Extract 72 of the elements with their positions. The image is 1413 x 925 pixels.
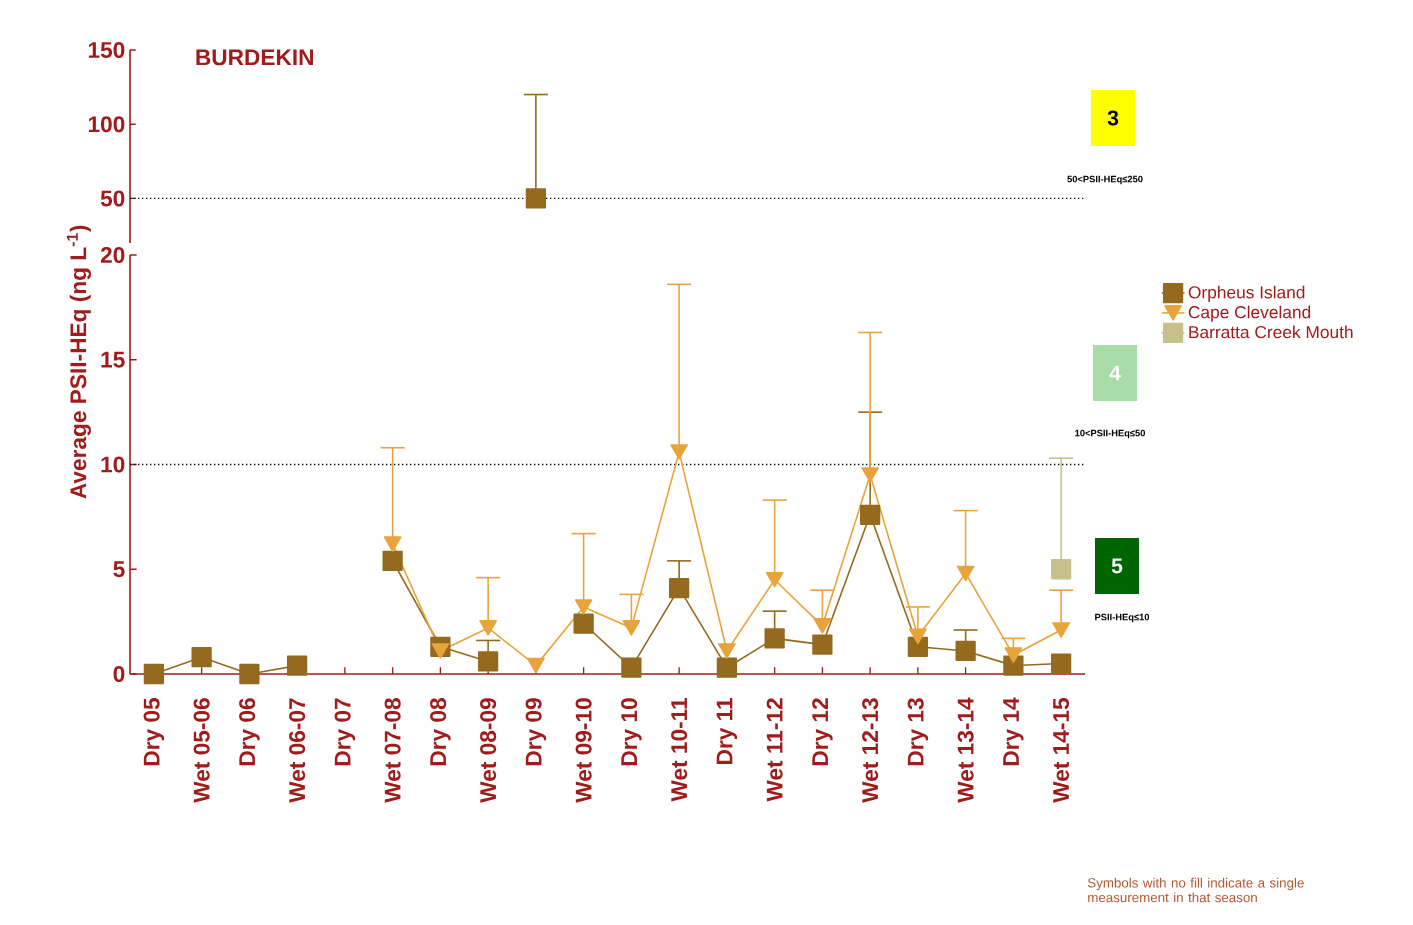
- x-tick-label: Wet 08-09: [480, 698, 497, 803]
- x-tick-label: Wet 06-07: [289, 698, 306, 803]
- point: [143, 663, 165, 685]
- point: [622, 620, 641, 636]
- point: [956, 565, 975, 582]
- text: 3: [1107, 110, 1119, 126]
- point: [718, 643, 736, 659]
- legend-label: Barratta Creek Mouth: [1189, 325, 1353, 339]
- chart-title: BURDEKIN: [196, 49, 313, 66]
- x-tick-label: Wet 09-10: [575, 698, 592, 803]
- point: [574, 599, 593, 615]
- x-tick-label: Wet 14-15: [1053, 698, 1070, 803]
- x-tick-label: Dry 11: [716, 698, 738, 764]
- point: [716, 657, 738, 678]
- point: [478, 651, 499, 672]
- point: [670, 444, 689, 460]
- point: [527, 657, 545, 674]
- x-tick-label: Wet 13-14: [957, 697, 974, 803]
- y-tick-label: 5: [113, 561, 125, 578]
- point: [239, 663, 260, 685]
- y-tick-label: 100: [88, 116, 125, 133]
- point: [383, 536, 402, 552]
- x-tick-label: Wet 12-13: [862, 698, 879, 803]
- y-tick-label: 20: [100, 246, 125, 264]
- point: [812, 634, 833, 655]
- x-tick-label: Wet 11-12: [766, 698, 783, 802]
- point: [621, 657, 642, 678]
- y-tick-label: 0: [113, 665, 125, 683]
- point: [765, 571, 784, 588]
- legend-label: Orpheus Island: [1188, 285, 1305, 302]
- annotation: 50<PSII-HEq≤250: [1067, 175, 1143, 185]
- y-axis-title: Average PSII-HEq (ng L$^{-1}$): [66, 225, 91, 499]
- point: [860, 504, 881, 525]
- point: [1051, 559, 1072, 580]
- y-tick-label: 50: [100, 190, 125, 207]
- text: 4: [1109, 365, 1121, 381]
- point: [813, 618, 832, 634]
- point: [1003, 655, 1024, 676]
- x-tick-label: Dry 05: [143, 698, 165, 766]
- point: [573, 613, 594, 634]
- point: [861, 467, 880, 483]
- point: [955, 640, 976, 662]
- point: [431, 643, 450, 659]
- point: [1004, 647, 1023, 663]
- x-tick-label: Dry 06: [239, 698, 260, 766]
- x-tick-label: Dry 07: [334, 698, 356, 766]
- point: [764, 628, 785, 649]
- point: [191, 647, 212, 668]
- point: [669, 577, 690, 599]
- x-tick-label: Wet 07-08: [384, 698, 401, 803]
- x-tick-label: Wet 05-06: [193, 698, 210, 803]
- x-tick-label: Dry 13: [907, 698, 929, 766]
- x-tick-label: Dry 12: [812, 698, 833, 766]
- x-tick-label: Dry 14: [1003, 697, 1024, 766]
- x-tick-label: Dry 09: [525, 698, 547, 766]
- text: Symbols with no fill indicate a single measurement in that season: [1087, 877, 1304, 903]
- x-tick-label: Dry 08: [430, 698, 451, 766]
- x-tick-label: Wet 10-11: [671, 698, 688, 802]
- x-tick-label: Dry 10: [621, 698, 642, 766]
- text: PSII-HEq≤10: [1095, 613, 1150, 623]
- y-tick-label: 10: [101, 456, 125, 473]
- point: [479, 620, 498, 636]
- point: [1051, 653, 1072, 674]
- point: [287, 655, 308, 676]
- point: [909, 628, 927, 645]
- text: 5: [1111, 558, 1123, 574]
- annotation: 10<PSII-HEq≤50: [1075, 429, 1146, 439]
- y-tick-label: 15: [101, 351, 125, 368]
- y-tick-label: 150: [88, 41, 125, 59]
- legend-label: Cape Cleveland: [1188, 305, 1311, 322]
- point: [382, 550, 403, 571]
- point: [1052, 622, 1071, 638]
